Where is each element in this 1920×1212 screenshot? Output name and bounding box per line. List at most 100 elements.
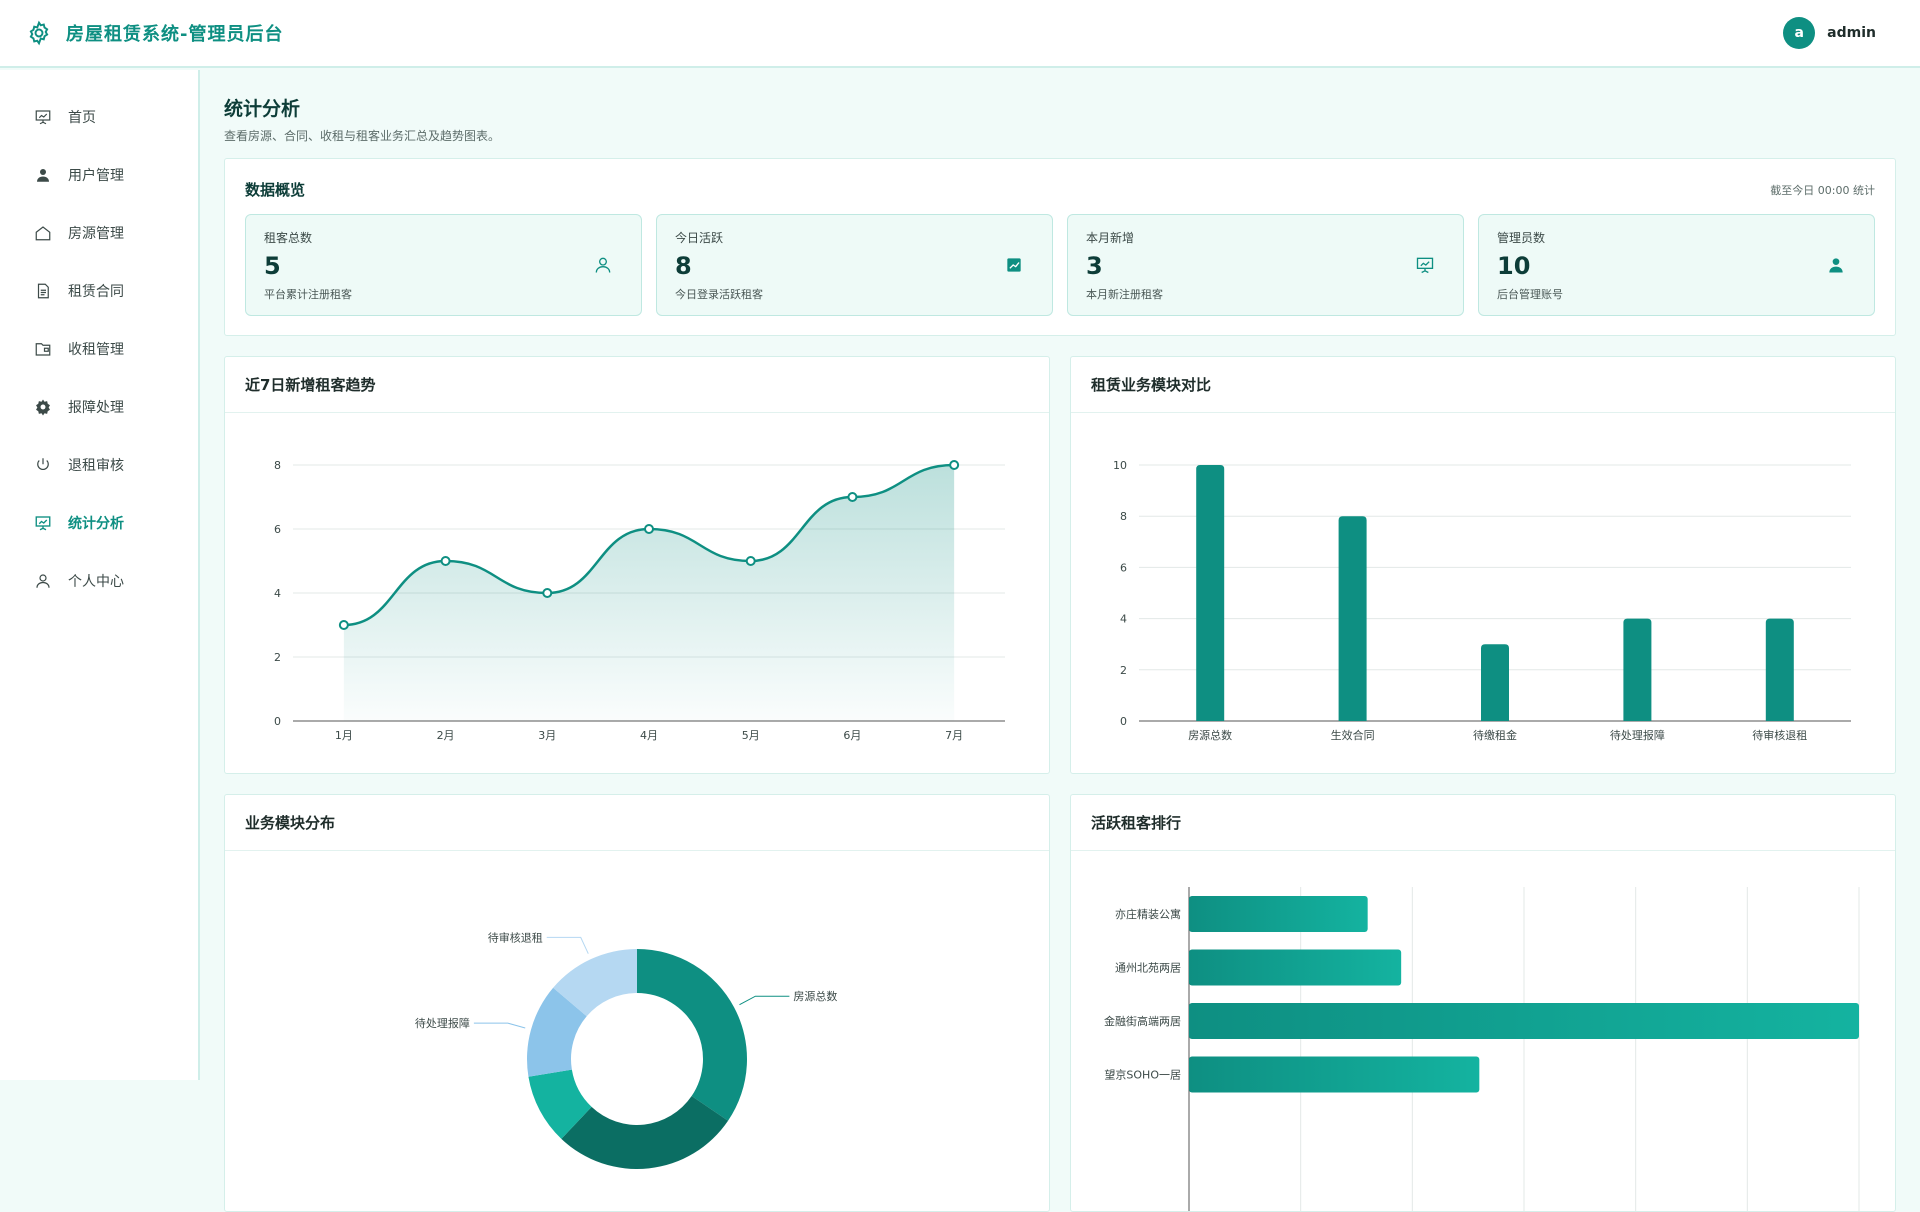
slice-label-line <box>473 1022 526 1029</box>
bar <box>1189 1003 1859 1039</box>
pie-slice <box>553 949 637 1017</box>
data-point <box>338 620 349 630</box>
presentation-icon <box>1416 257 1434 274</box>
stat-label: 管理员数 <box>1497 231 1546 245</box>
bar <box>1623 618 1652 721</box>
x-tick-label: 7月 <box>945 729 963 742</box>
x-tick-label: 待审核退租 <box>1752 728 1807 742</box>
slice-label-line <box>739 995 790 1006</box>
area-fill <box>343 465 955 721</box>
gear-icon <box>29 20 49 46</box>
y-tick-label: 0 <box>1120 715 1127 728</box>
overview-title: 数据概览 <box>245 181 306 199</box>
avatar[interactable]: a <box>1783 17 1816 49</box>
user-icon <box>37 169 49 182</box>
bar <box>1189 896 1368 932</box>
slice-label: 待处理报障 <box>415 1016 470 1030</box>
username[interactable]: admin <box>1827 25 1876 41</box>
y-tick-label: 2 <box>1120 664 1127 677</box>
data-point <box>847 492 858 502</box>
user-outline-icon <box>595 257 611 273</box>
x-tick-label: 4月 <box>640 729 658 742</box>
bar <box>1481 644 1509 721</box>
overview-card: 数据概览 截至今日 00:00 统计 租客总数 5 平台累计注册租客 今日活跃 … <box>224 158 1896 336</box>
sidebar-item-label: 房源管理 <box>68 226 124 242</box>
bar <box>1189 1056 1480 1093</box>
sidebar-item-label: 首页 <box>68 110 96 126</box>
sidebar-item-repairs[interactable]: 报障处理 <box>0 378 198 436</box>
y-tick-label: 6 <box>274 523 281 536</box>
y-tick-label: 亦庄精装公寓 <box>1115 907 1181 921</box>
y-tick-label: 4 <box>274 587 281 600</box>
bar <box>1189 949 1402 986</box>
data-point <box>644 524 654 534</box>
user-solid-icon <box>1829 258 1843 273</box>
app-title: 房屋租赁系统-管理员后台 <box>66 24 284 45</box>
panel-title: 近7日新增租客趋势 <box>225 357 1049 413</box>
overview-note: 截至今日 00:00 统计 <box>1770 183 1875 197</box>
stat-card-active: 今日活跃 8 今日登录活跃租客 <box>656 214 1053 316</box>
stat-value: 3 <box>1086 252 1103 280</box>
sidebar-item-profile[interactable]: 个人中心 <box>0 552 198 610</box>
pie-slice <box>527 987 587 1077</box>
trend-chart-panel: 近7日新增租客趋势 0 2 4 6 8 1月 2月 3月 4月 5月 6月 7月 <box>224 356 1050 774</box>
stat-desc: 后台管理账号 <box>1497 288 1563 301</box>
bar <box>1196 465 1225 721</box>
compare-chart-panel: 租赁业务模块对比 0 2 4 6 8 10 房源总数 生效合同 待缴租金 待处理报障 待审核退租 <box>1070 356 1896 774</box>
presentation-icon <box>35 110 51 125</box>
slice-label: 房源总数 <box>793 989 837 1003</box>
power-icon <box>37 458 49 470</box>
main-content: 统计分析 查看房源、合同、收租与租客业务汇总及趋势图表。 数据概览 截至今日 0… <box>224 70 1896 1212</box>
panel-title: 租赁业务模块对比 <box>1071 357 1895 413</box>
stat-desc: 平台累计注册租客 <box>264 288 352 301</box>
gear-icon <box>36 399 50 416</box>
slice-label-line <box>546 936 589 954</box>
sidebar-item-label: 退租审核 <box>68 458 124 474</box>
panel-title: 活跃租客排行 <box>1071 795 1895 851</box>
y-tick-label: 10 <box>1113 459 1127 472</box>
sidebar-item-label: 收租管理 <box>68 342 124 358</box>
y-tick-label: 2 <box>274 651 281 664</box>
stat-desc: 本月新注册租客 <box>1086 288 1163 301</box>
x-tick-label: 5月 <box>742 729 760 742</box>
y-tick-label: 6 <box>1120 561 1127 574</box>
y-tick-label: 8 <box>1120 510 1127 523</box>
panel-title: 业务模块分布 <box>225 795 1049 851</box>
x-tick-label: 3月 <box>538 729 556 742</box>
user-menu[interactable]: a admin <box>1783 17 1894 49</box>
stat-card-admins: 管理员数 10 后台管理账号 <box>1478 214 1875 316</box>
stat-desc: 今日登录活跃租客 <box>675 288 763 301</box>
page-title: 统计分析 <box>224 98 301 120</box>
sidebar-item-contracts[interactable]: 租赁合同 <box>0 262 198 320</box>
brand: 房屋租赁系统-管理员后台 <box>26 20 283 46</box>
stat-value: 10 <box>1497 252 1531 280</box>
x-tick-label: 2月 <box>437 729 455 742</box>
person-icon <box>36 574 50 588</box>
data-point <box>542 588 553 598</box>
compare-chart: 0 2 4 6 8 10 房源总数 生效合同 待缴租金 待处理报障 待审核退租 <box>1113 459 1851 742</box>
home-icon <box>35 226 51 241</box>
bar <box>1765 618 1794 721</box>
sidebar-item-statistics[interactable]: 统计分析 <box>0 494 198 552</box>
top-header: 房屋租赁系统-管理员后台 a admin <box>0 0 1920 68</box>
y-tick-label: 望京SOHO一居 <box>1104 1068 1181 1082</box>
y-tick-label: 8 <box>274 459 281 472</box>
slice-label: 待审核退租 <box>488 930 543 944</box>
sidebar-item-label: 报障处理 <box>68 400 124 416</box>
sidebar-item-label: 用户管理 <box>68 168 124 184</box>
x-tick-label: 待缴租金 <box>1473 728 1517 742</box>
stat-value: 5 <box>264 252 281 280</box>
page-subtitle: 查看房源、合同、收租与租客业务汇总及趋势图表。 <box>224 129 501 143</box>
sidebar-item-users[interactable]: 用户管理 <box>0 146 198 204</box>
sidebar-item-houses[interactable]: 房源管理 <box>0 204 198 262</box>
sidebar-item-rent[interactable]: 收租管理 <box>0 320 198 378</box>
sidebar-item-home[interactable]: 首页 <box>0 88 198 146</box>
wallet-icon <box>35 343 51 356</box>
y-tick-label: 0 <box>274 715 281 728</box>
sidebar-item-checkout[interactable]: 退租审核 <box>0 436 198 494</box>
stat-label: 本月新增 <box>1086 231 1135 245</box>
stat-value: 8 <box>675 252 692 280</box>
x-tick-label: 房源总数 <box>1188 728 1232 742</box>
sidebar-item-label: 统计分析 <box>68 516 124 532</box>
